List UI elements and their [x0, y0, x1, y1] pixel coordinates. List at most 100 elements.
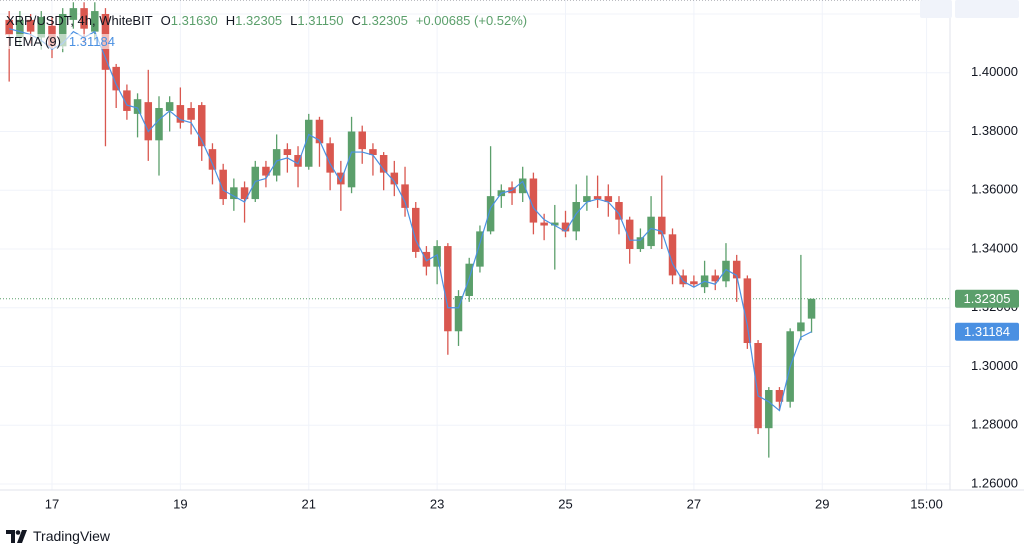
ohlc-value: 1.32305: [360, 13, 408, 28]
y-tick-label: 1.28000: [971, 417, 1018, 432]
candle-body: [379, 155, 388, 173]
x-tick-label: 25: [558, 496, 572, 511]
indicator-legend: TEMA (9) 1.31184: [6, 34, 115, 49]
candle-body: [69, 8, 78, 20]
candle-body: [294, 155, 302, 167]
candle-body: [58, 14, 67, 47]
candle-body: [369, 149, 377, 156]
candle-body: [347, 131, 356, 188]
symbol: XRP/USDT, 4h, WhiteBIT: [6, 13, 153, 28]
brand-name: TradingView: [33, 528, 111, 544]
y-tick-label: 1.30000: [971, 358, 1018, 373]
last-price-label: 1.32305: [964, 291, 1011, 306]
candle-body: [658, 216, 666, 235]
candle-body: [165, 102, 174, 111]
candle-body: [304, 119, 313, 167]
candle-body: [625, 219, 634, 250]
candle-body: [37, 16, 46, 38]
candle-body: [176, 105, 185, 123]
candle-body: [133, 99, 142, 114]
ohlc-item: C1.32305: [351, 13, 407, 28]
x-tick-label: 19: [173, 496, 187, 511]
ohlc-key: O: [160, 13, 171, 28]
change: +0.00685 (+0.52%): [415, 13, 528, 28]
candle-body: [636, 237, 645, 250]
candle-body: [679, 275, 687, 285]
candle-body: [732, 260, 741, 279]
candle-body: [743, 278, 752, 344]
y-tick-label: 1.26000: [971, 475, 1018, 490]
x-tick-label: 15:00: [910, 496, 943, 511]
candle-body: [26, 19, 35, 32]
y-tick-label: 1.34000: [971, 240, 1018, 255]
candle-body: [775, 390, 784, 402]
candle-body: [219, 169, 227, 200]
candle-body: [454, 296, 463, 332]
candle-body: [358, 131, 366, 150]
candle-body: [315, 119, 324, 144]
candle-body: [337, 172, 345, 185]
candle-body: [583, 196, 591, 203]
low-tag: [955, 0, 1019, 18]
candle-body: [797, 322, 805, 332]
candle-body: [668, 234, 677, 276]
candle-body: [390, 172, 399, 185]
y-tick-label: 1.38000: [971, 123, 1018, 138]
ohlc-value: 1.31150: [297, 13, 344, 28]
x-tick-label: 23: [430, 496, 444, 511]
grid: [0, 0, 950, 490]
candle-body: [251, 166, 260, 200]
axes: 1.260001.280001.300001.320001.340001.360…: [45, 0, 1019, 511]
candle-body: [91, 11, 99, 32]
candle-body: [16, 19, 24, 38]
brand-logo: [6, 529, 27, 543]
x-tick-label: 27: [687, 496, 701, 511]
candle-body: [444, 246, 452, 332]
symbol-legend: XRP/USDT, 4h, WhiteBIT O1.31630 H1.32305 L…: [6, 13, 527, 28]
brand: TradingView: [6, 528, 110, 544]
candle-body: [486, 196, 495, 232]
candle-body: [765, 390, 773, 429]
candle-body: [518, 178, 527, 194]
candle-body: [112, 66, 120, 91]
candle-body: [690, 281, 698, 285]
candle-body: [561, 222, 570, 232]
ohlc-item: L1.31150: [290, 13, 343, 28]
candle-body: [422, 251, 431, 267]
low-name-box: [920, 0, 952, 18]
ohlc-value: 1.32305: [235, 13, 283, 28]
candle-body: [272, 149, 281, 176]
candle-body: [647, 216, 655, 247]
candle-body: [615, 202, 623, 220]
candle-body: [155, 108, 163, 141]
candle-body: [326, 143, 334, 173]
candle-body: [412, 207, 420, 252]
candle-body: [144, 102, 153, 141]
ohlc-key: L: [290, 13, 298, 28]
tema-tag: [955, 322, 1019, 341]
x-tick-label: 17: [45, 496, 59, 511]
y-tick-label: 1.36000: [971, 182, 1018, 197]
candle-body: [572, 202, 580, 232]
candle-body: [401, 184, 409, 208]
candle-body: [807, 298, 816, 319]
y-tick-label: 1.40000: [971, 64, 1018, 79]
x-tick-label: 21: [302, 496, 316, 511]
candle-body: [262, 166, 270, 176]
candle-body: [187, 108, 195, 120]
candle-body: [722, 260, 730, 282]
tema-line: [9, 28, 812, 412]
candle-body: [283, 149, 292, 156]
candle-body: [208, 149, 217, 170]
ohlc-item: H1.32305: [226, 13, 282, 28]
candle-body: [711, 275, 720, 282]
candle-body: [540, 222, 548, 226]
ohlc: O1.31630 H1.32305 L1.31150 C1.32305: [161, 13, 408, 28]
indicator-value: 1.31184: [68, 34, 115, 49]
last-price-tag: [955, 289, 1019, 308]
ohlc-key: C: [351, 13, 361, 28]
candle-body: [551, 222, 559, 226]
ohlc-item: O1.31630: [161, 13, 218, 28]
